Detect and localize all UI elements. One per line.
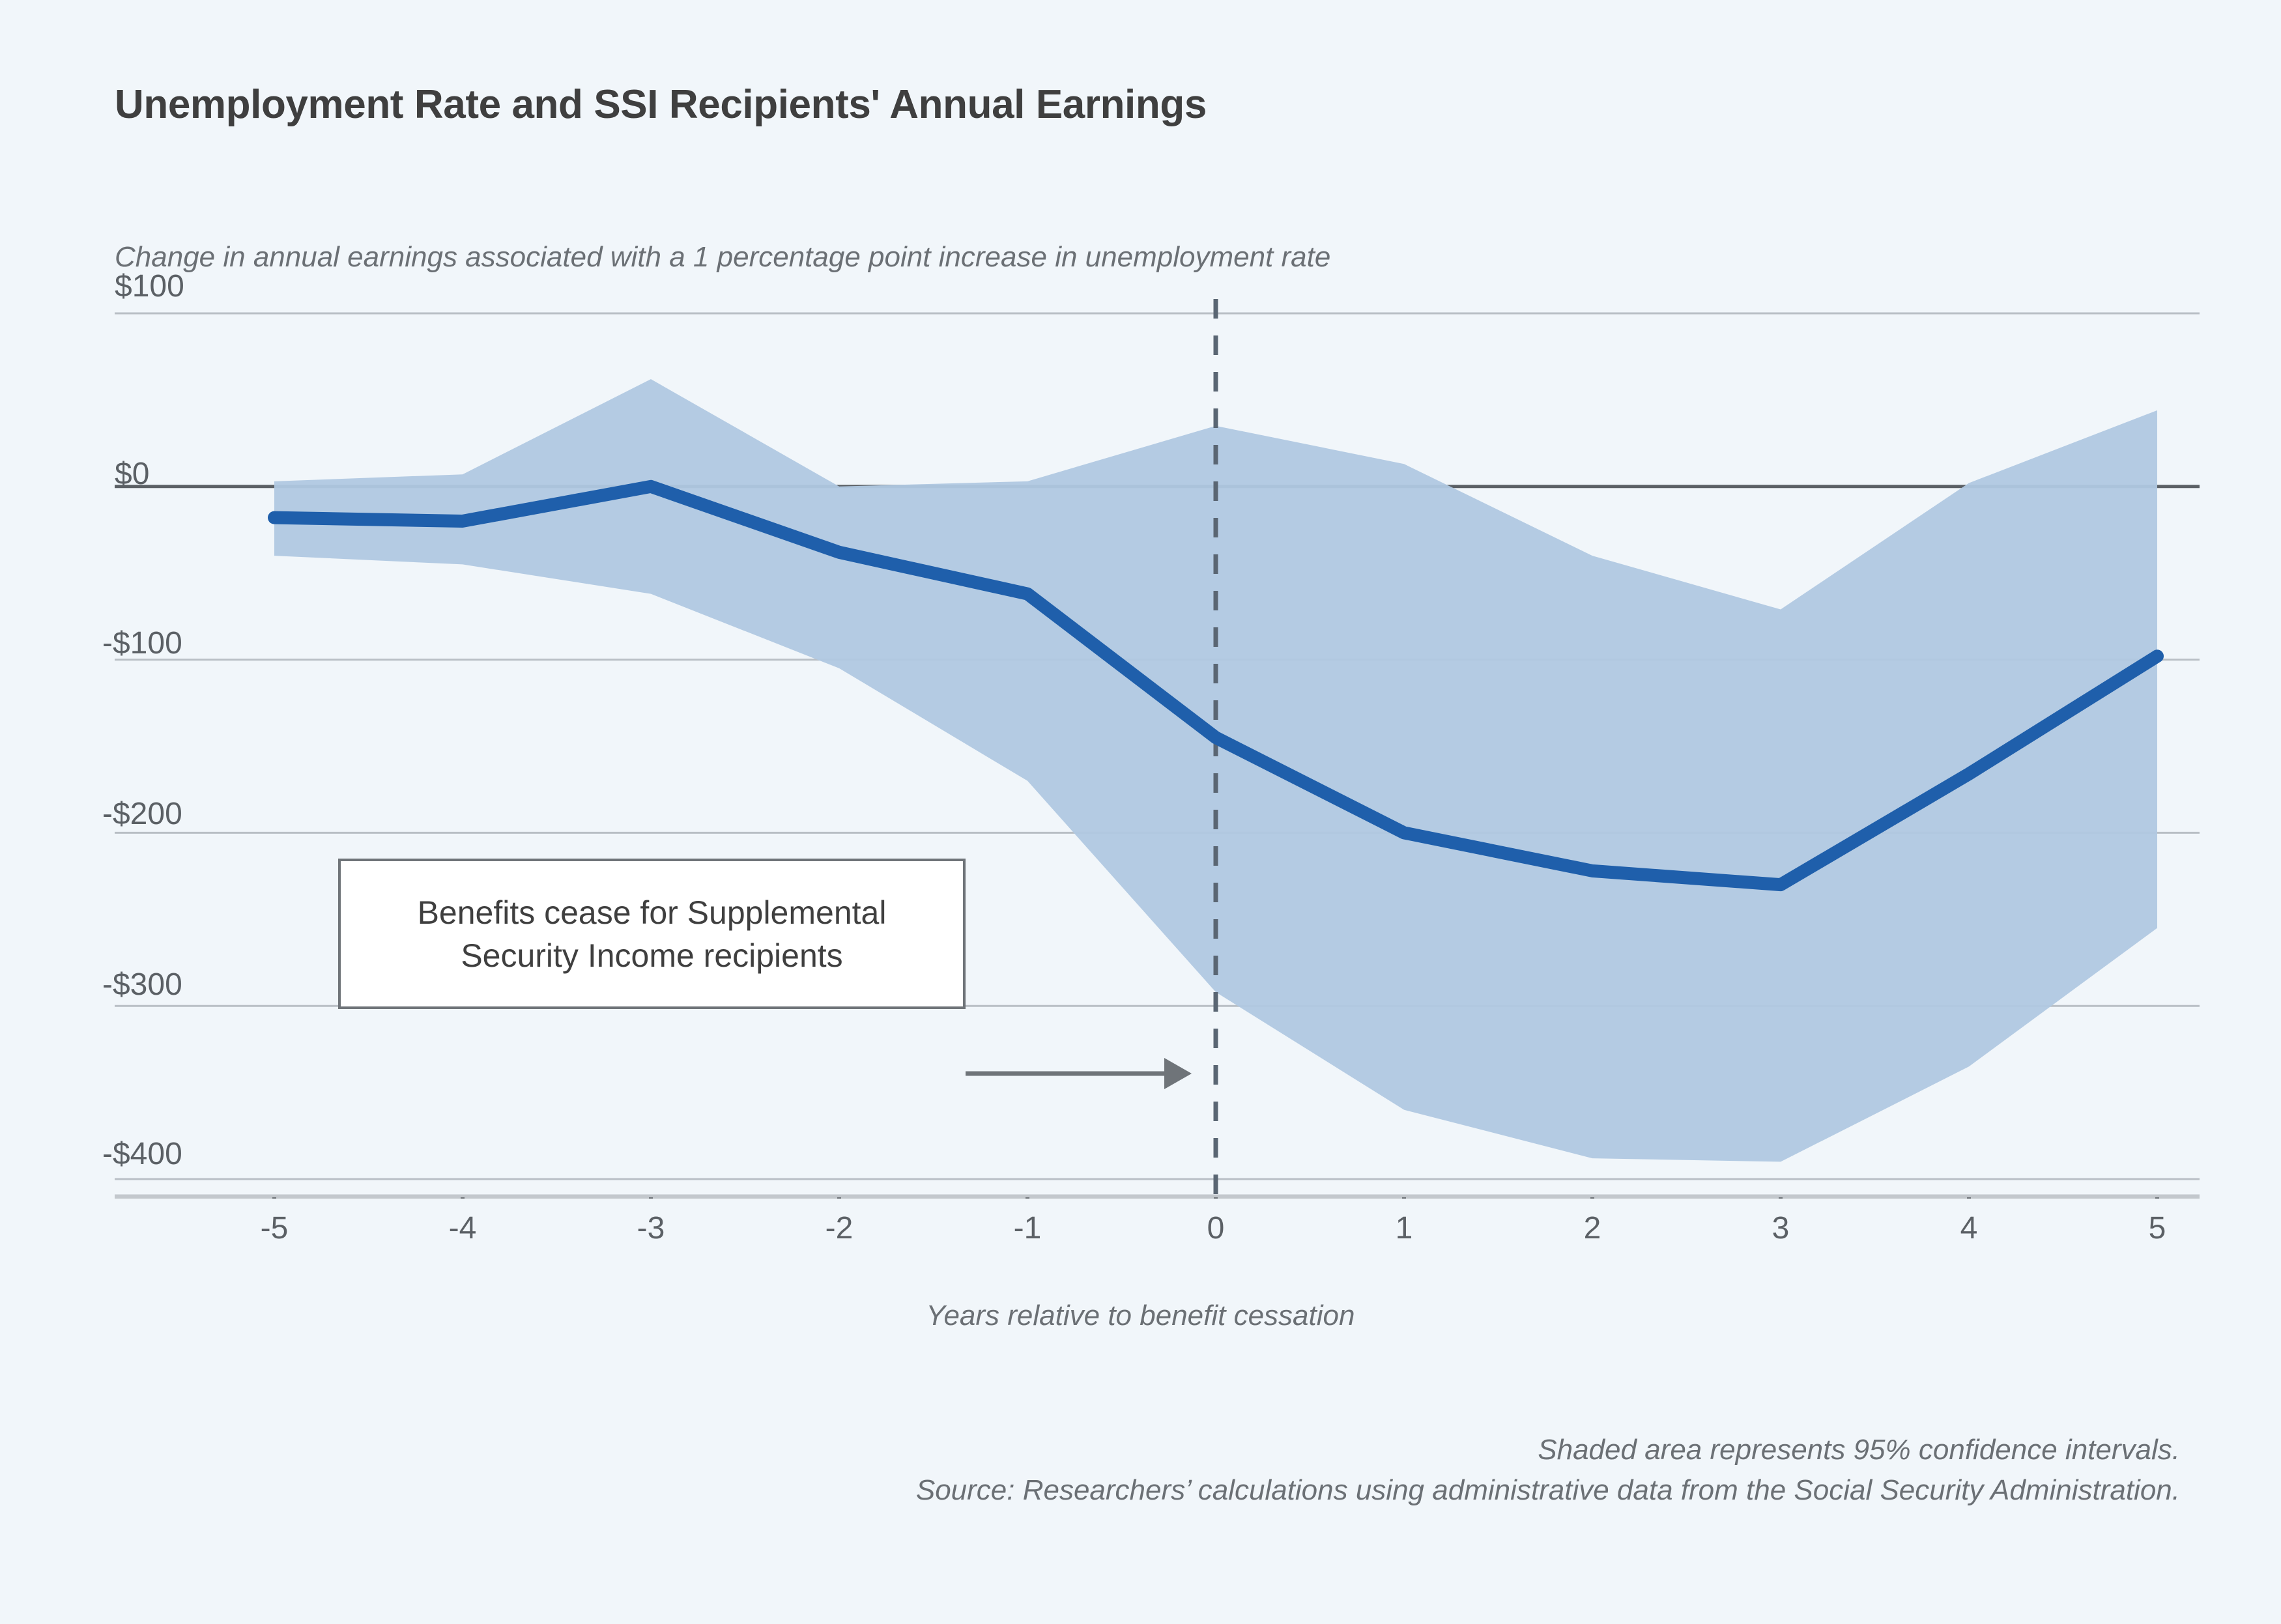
ytick-label-5: -$400 [102,1137,182,1171]
x-axis-title: Years relative to benefit cessation [926,1300,1355,1332]
annotation-line-1: Benefits cease for Supplemental [417,894,887,931]
ytick-label-4: -$300 [102,967,182,1002]
xtick-label-6: 1 [1395,1211,1413,1246]
xtick-label-4: -1 [1013,1211,1042,1246]
xtick-label-9: 4 [1960,1211,1978,1246]
annotation-callout: Benefits cease for Supplemental Security… [338,859,966,1009]
xtick-label-0: -5 [260,1211,289,1246]
estimate-line [268,479,2164,892]
confidence-band [274,379,2157,1162]
chart-subtitle: Change in annual earnings associated wit… [115,241,1331,273]
ytick-label-1: $0 [115,457,150,491]
footnotes: Shaded area represents 95% confidence in… [916,1430,2180,1511]
annotation-line-2: Security Income recipients [461,937,843,974]
xtick-label-3: -2 [825,1211,854,1246]
ytick-label-0: $100 [115,269,184,304]
annotation-arrow-head [1164,1058,1192,1089]
xtick-label-8: 3 [1772,1211,1790,1246]
page-title: Unemployment Rate and SSI Recipients' An… [115,82,1207,127]
ytick-label-3: -$200 [102,797,182,831]
plot-area [115,287,2200,1199]
xtick-label-7: 2 [1583,1211,1601,1246]
ytick-label-2: -$100 [102,626,182,661]
source-note: Source: Researchers’ calculations using … [915,1474,2180,1507]
xtick-label-2: -3 [637,1211,665,1246]
chart-canvas [115,287,2200,1199]
xtick-label-10: 5 [2148,1211,2166,1246]
xtick-label-5: 0 [1207,1211,1225,1246]
xtick-label-1: -4 [448,1211,477,1246]
confidence-interval-note: Shaded area represents 95% confidence in… [1538,1434,2180,1466]
